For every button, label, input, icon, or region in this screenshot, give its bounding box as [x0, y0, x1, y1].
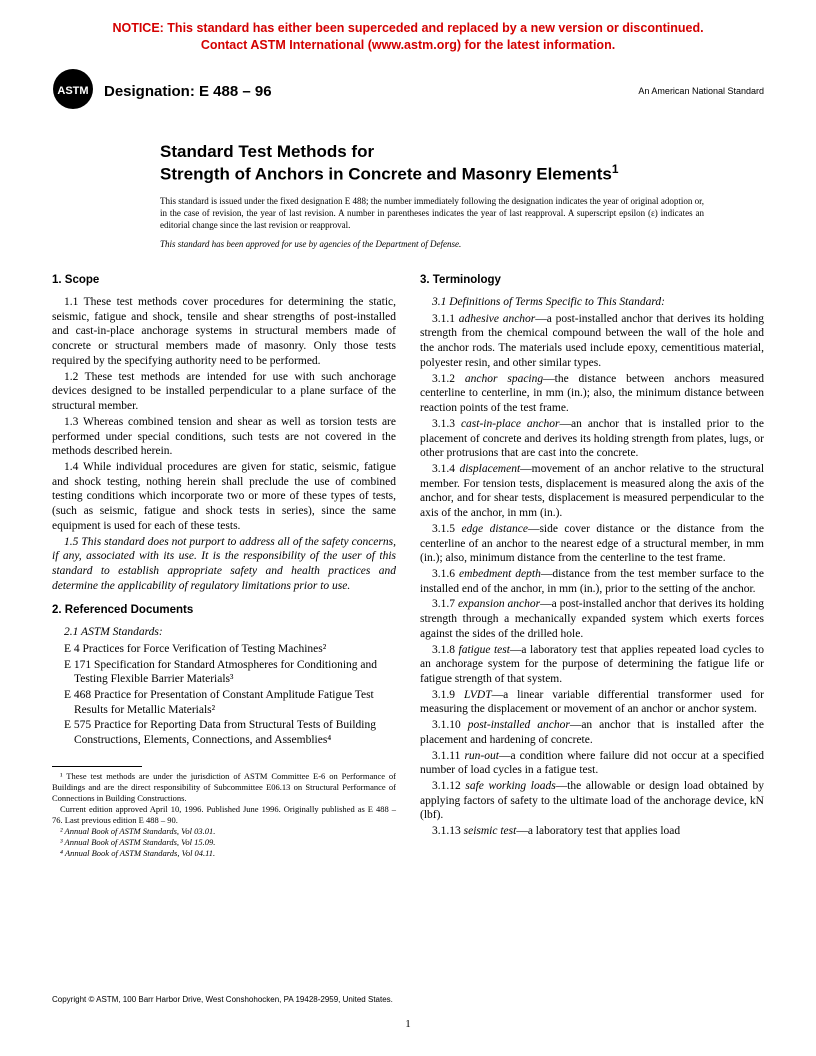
refs-sub: 2.1 ASTM Standards: [52, 625, 396, 640]
issued-note: This standard is issued under the fixed … [160, 195, 704, 231]
title-line1: Standard Test Methods for [160, 142, 374, 161]
term-d2: 3.1.2 anchor spacing—the distance betwee… [420, 372, 764, 416]
term-d4: 3.1.4 displacement—movement of an anchor… [420, 462, 764, 521]
term-d6: 3.1.6 embedment depth—distance from the … [420, 567, 764, 596]
term-d3: 3.1.3 cast-in-place anchor—an anchor tha… [420, 417, 764, 461]
footnote-1b: Current edition approved April 10, 1996.… [52, 804, 396, 826]
right-column: 3. Terminology 3.1 Definitions of Terms … [420, 269, 764, 859]
scope-p3: 1.3 Whereas combined tension and shear a… [52, 415, 396, 459]
title-block: Standard Test Methods for Strength of An… [160, 141, 764, 185]
main-title: Standard Test Methods for Strength of An… [160, 141, 764, 185]
term-d5: 3.1.5 edge distance—side cover distance … [420, 522, 764, 566]
term-d13: 3.1.13 seismic test—a laboratory test th… [420, 824, 764, 839]
term-d11: 3.1.11 run-out—a condition where failure… [420, 749, 764, 778]
ref-item: E 4 Practices for Force Verification of … [52, 642, 396, 657]
scope-head: 1. Scope [52, 273, 396, 288]
notice-line2: Contact ASTM International (www.astm.org… [201, 38, 615, 52]
copyright-text: Copyright © ASTM, 100 Barr Harbor Drive,… [52, 995, 393, 1004]
notice-line1: NOTICE: This standard has either been su… [112, 21, 703, 35]
svg-text:ASTM: ASTM [57, 85, 88, 97]
footnote-2: ² Annual Book of ASTM Standards, Vol 03.… [52, 826, 396, 837]
body-columns: 1. Scope 1.1 These test methods cover pr… [52, 269, 764, 859]
ref-item: E 468 Practice for Presentation of Const… [52, 688, 396, 717]
left-column: 1. Scope 1.1 These test methods cover pr… [52, 269, 396, 859]
dod-note: This standard has been approved for use … [160, 239, 704, 249]
footnote-1: ¹ These test methods are under the juris… [52, 771, 396, 804]
refs-head: 2. Referenced Documents [52, 603, 396, 618]
ref-item: E 575 Practice for Reporting Data from S… [52, 718, 396, 747]
term-sub: 3.1 Definitions of Terms Specific to Thi… [420, 295, 764, 310]
scope-p4: 1.4 While individual procedures are give… [52, 460, 396, 534]
term-d12: 3.1.12 safe working loads—the allowable … [420, 779, 764, 823]
scope-p5: 1.5 This standard does not purport to ad… [52, 535, 396, 594]
header-left: ASTM Designation: E 488 – 96 [52, 68, 272, 115]
ans-text: An American National Standard [638, 86, 764, 96]
astm-logo: ASTM [52, 68, 94, 115]
term-d1: 3.1.1 adhesive anchor—a post-installed a… [420, 312, 764, 371]
designation-text: Designation: E 488 – 96 [104, 83, 272, 100]
term-d9: 3.1.9 LVDT—a linear variable differentia… [420, 688, 764, 717]
term-d10: 3.1.10 post-installed anchor—an anchor t… [420, 718, 764, 747]
term-head: 3. Terminology [420, 273, 764, 288]
term-d8: 3.1.8 fatigue test—a laboratory test tha… [420, 643, 764, 687]
term-d7: 3.1.7 expansion anchor—a post-installed … [420, 597, 764, 641]
header-row: ASTM Designation: E 488 – 96 An American… [52, 68, 764, 115]
scope-p1: 1.1 These test methods cover procedures … [52, 295, 396, 369]
notice-banner: NOTICE: This standard has either been su… [52, 20, 764, 54]
footnote-rule [52, 766, 142, 767]
footnote-3: ³ Annual Book of ASTM Standards, Vol 15.… [52, 837, 396, 848]
title-line2: Strength of Anchors in Concrete and Maso… [160, 165, 612, 184]
ref-item: E 171 Specification for Standard Atmosph… [52, 658, 396, 687]
footnote-4: ⁴ Annual Book of ASTM Standards, Vol 04.… [52, 848, 396, 859]
scope-p2: 1.2 These test methods are intended for … [52, 370, 396, 414]
title-sup: 1 [612, 162, 619, 176]
page-number: 1 [52, 1018, 764, 1030]
